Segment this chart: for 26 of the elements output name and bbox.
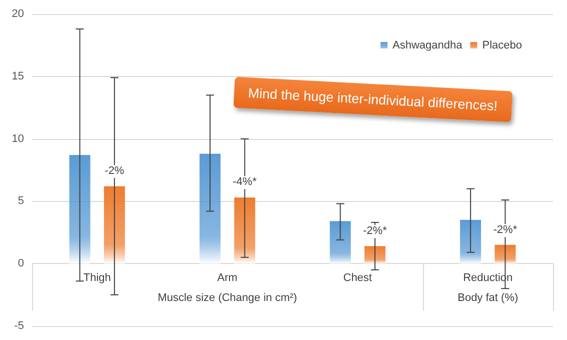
bar [69,155,90,264]
annotation: -2% [104,165,126,178]
y-tick-label: 5 [18,195,24,208]
bar [200,154,221,264]
legend-label: Ashwagandha [392,40,464,52]
annotation: Muscle size (Change in cm²) [158,292,298,304]
bar [234,197,256,264]
y-tick-label: 15 [12,70,24,82]
x-tick-label: Chest [343,272,372,284]
bar [104,186,125,264]
annotation: -4%* [232,176,258,190]
annotation: Body fat (%) [458,292,518,304]
annotation: Mind the huge inter-individual differences! [233,76,512,122]
bar [460,220,482,264]
x-tick-label: Arm [217,272,238,284]
y-tick-label: 10 [12,132,24,145]
y-tick-label: 20 [12,8,24,20]
x-tick-label: Thigh [83,272,111,284]
annotation: -2%* [362,225,388,238]
y-tick-label: -5 [14,320,24,332]
legend-label: Placebo [482,40,522,52]
annotation: -2%* [492,224,518,237]
bar [364,246,386,264]
y-tick-label: 0 [18,258,24,270]
bar [330,221,351,264]
bar [494,244,516,264]
